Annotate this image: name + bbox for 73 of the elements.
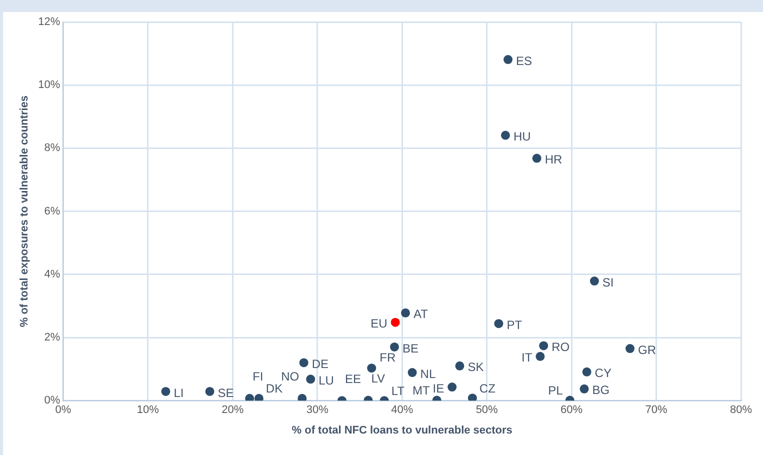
annotation: RO	[552, 340, 570, 354]
point	[455, 361, 464, 370]
point	[205, 386, 214, 396]
x-tick-label: 30%	[306, 404, 329, 416]
y-tick-label: 12%	[38, 16, 60, 28]
point	[590, 276, 599, 286]
x-tick-label: 0%	[55, 404, 72, 416]
annotation: CZ	[479, 381, 496, 396]
point	[298, 394, 307, 401]
point	[494, 319, 504, 328]
y-tick-label: 0%	[44, 394, 60, 407]
annotation: LV	[371, 372, 386, 386]
y-tick-label: 4%	[44, 268, 60, 280]
annotation: CY	[594, 366, 612, 380]
annotation: SI	[602, 275, 614, 290]
x-axis-title: % of total NFC loans to vulnerable sectors	[292, 424, 512, 436]
point	[582, 367, 592, 376]
point	[254, 394, 264, 401]
annotation: FI	[252, 370, 264, 384]
x-tick-label: 10%	[136, 404, 160, 416]
point	[539, 341, 548, 350]
annotation: IT	[522, 350, 533, 365]
y-tick-label: 10%	[38, 79, 60, 92]
x-tick-label: 70%	[645, 404, 668, 416]
y-tick-label: 2%	[44, 332, 60, 344]
point	[400, 308, 410, 318]
point	[408, 368, 417, 378]
annotation: LT	[391, 384, 406, 398]
annotation: BE	[402, 341, 418, 356]
annotation: SK	[468, 360, 484, 374]
point	[580, 384, 589, 394]
point	[306, 374, 316, 384]
point	[245, 394, 254, 401]
annotation: BG	[592, 383, 610, 398]
x-tick-label: 60%	[560, 404, 583, 416]
point	[299, 358, 308, 368]
annotation: SE	[218, 386, 234, 400]
annotation: MT	[412, 384, 431, 398]
annotation: LU	[318, 373, 334, 388]
annotation: NL	[420, 366, 436, 381]
point	[468, 394, 477, 401]
point	[448, 382, 457, 392]
annotation: AT	[413, 307, 429, 322]
point	[504, 55, 513, 64]
annotation: PL	[548, 384, 564, 398]
point	[390, 318, 400, 327]
annotation: FR	[380, 350, 396, 364]
y-axis-title: % of total exposures to vulnerable countries	[18, 95, 31, 328]
annotation: EE	[344, 372, 361, 386]
annotation: NO	[281, 370, 300, 384]
point	[532, 154, 542, 163]
annotation: IE	[432, 381, 444, 396]
x-tick-label: 80%	[730, 404, 752, 416]
x-tick-label: 40%	[391, 404, 414, 416]
point	[500, 130, 510, 140]
point	[367, 364, 376, 373]
annotation: GR	[638, 342, 656, 357]
point	[626, 344, 635, 354]
x-tick-label: 50%	[476, 404, 498, 416]
annotation: EU	[370, 316, 388, 331]
annotation: DE	[312, 357, 328, 372]
annotation: HR	[544, 152, 562, 167]
annotation: LI	[174, 386, 184, 400]
annotation: HU	[513, 130, 531, 144]
point	[536, 352, 545, 361]
annotation: PT	[506, 318, 523, 332]
x-tick-label: 20%	[222, 404, 244, 416]
point	[161, 386, 170, 396]
y-tick-label: 8%	[44, 142, 60, 154]
annotation: DK	[266, 382, 283, 396]
y-tick-label: 6%	[44, 205, 60, 218]
annotation: ES	[516, 54, 532, 68]
point	[390, 342, 399, 352]
